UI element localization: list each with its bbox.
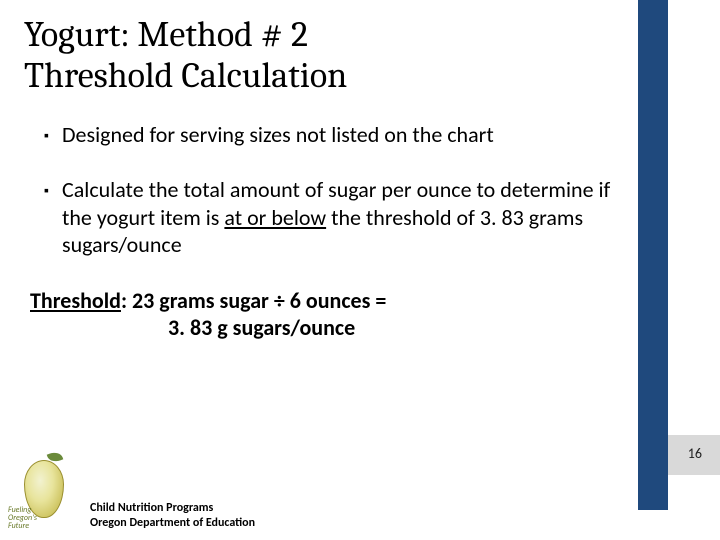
slide-title: Yogurt: Method # 2 Threshold Calculation <box>0 0 720 97</box>
footer-line-2: Oregon Department of Education <box>90 516 255 530</box>
footer-line-1: Child Nutrition Programs <box>90 501 255 515</box>
logo-text: Fueling Oregon's Future <box>8 506 37 530</box>
content-area: ▪ Designed for serving sizes not listed … <box>0 97 720 259</box>
slide: 16 Yogurt: Method # 2 Threshold Calculat… <box>0 0 720 540</box>
bullet-item: ▪ Calculate the total amount of sugar pe… <box>44 176 620 259</box>
page-number: 16 <box>688 445 702 462</box>
bullet-marker: ▪ <box>44 121 62 149</box>
logo: Fueling Oregon's Future <box>6 450 84 530</box>
threshold-rest: : 23 grams sugar ÷ 6 ounces = <box>121 287 386 314</box>
title-line-2: Threshold Calculation <box>24 55 347 96</box>
title-line-1: Yogurt: Method # 2 <box>24 14 308 55</box>
footer: Child Nutrition Programs Oregon Departme… <box>90 501 255 530</box>
logo-text-3: Future <box>8 521 29 531</box>
threshold-label: Threshold <box>30 287 121 314</box>
bullet-text: Designed for serving sizes not listed on… <box>62 121 620 149</box>
bullet-item: ▪ Designed for serving sizes not listed … <box>44 121 620 149</box>
threshold-line-1: Threshold: 23 grams sugar ÷ 6 ounces = <box>30 287 620 315</box>
bullet-text-underline: at or below <box>224 204 326 231</box>
bullet-marker: ▪ <box>44 176 62 259</box>
bullet-text: Calculate the total amount of sugar per … <box>62 176 620 259</box>
threshold-line-2: 3. 83 g sugars/ounce <box>30 314 620 342</box>
threshold-block: Threshold: 23 grams sugar ÷ 6 ounces = 3… <box>0 287 720 342</box>
accent-bar <box>638 0 668 510</box>
